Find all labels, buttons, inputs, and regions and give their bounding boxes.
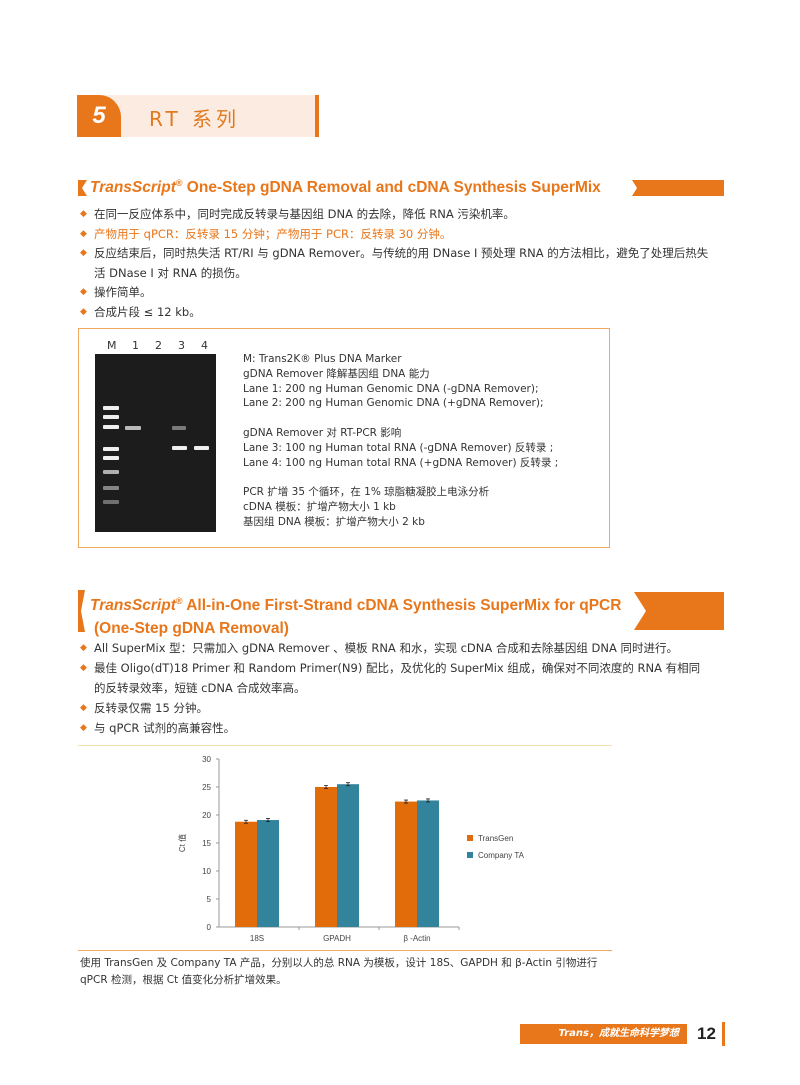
error-bar bbox=[404, 799, 408, 804]
product1-title: TransScript® One-Step gDNA Removal and c… bbox=[90, 178, 601, 197]
legend-line: PCR 扩增 35 个循环，在 1% 琼脂糖凝胶上电泳分析 bbox=[243, 486, 490, 499]
product2-features: All SuperMix 型：只需加入 gDNA Remover 、模板 RNA… bbox=[80, 638, 710, 738]
title-rest: All-in-One First-Strand cDNA Synthesis S… bbox=[182, 597, 622, 615]
error-bar bbox=[324, 785, 328, 789]
title-brand: TransScript bbox=[90, 597, 176, 615]
legend-swatch bbox=[467, 852, 473, 858]
legend-line: Lane 4: 100 ng Human total RNA (+gDNA Re… bbox=[243, 456, 559, 469]
feature-item: All SuperMix 型：只需加入 gDNA Remover 、模板 RNA… bbox=[80, 638, 710, 658]
gel-legend: M: Trans2K® Plus DNA Marker gDNA Remover … bbox=[243, 352, 558, 530]
sample-band bbox=[172, 426, 186, 430]
marker-band bbox=[103, 447, 119, 451]
feature-item: 反应结束后，同时热失活 RT/RI 与 gDNA Remover。与传统的用 D… bbox=[80, 244, 710, 283]
lane-label: M bbox=[107, 339, 117, 352]
x-tick-label: β -Actin bbox=[403, 934, 430, 943]
bar-transgen bbox=[315, 787, 337, 927]
y-tick-label: 0 bbox=[207, 923, 212, 932]
reg-mark: ® bbox=[175, 178, 183, 188]
y-tick-label: 5 bbox=[207, 895, 212, 904]
lane-label: 2 bbox=[155, 339, 162, 352]
feature-item: 产物用于 qPCR：反转录 15 分钟；产物用于 PCR：反转录 30 分钟。 bbox=[80, 225, 710, 245]
marker-band bbox=[103, 470, 119, 474]
legend-line: cDNA 模板：扩增产物大小 1 kb bbox=[243, 500, 396, 513]
marker-band bbox=[103, 406, 119, 410]
marker-band bbox=[103, 486, 119, 490]
x-tick-label: GPADH bbox=[323, 934, 351, 943]
x-tick-label: 18S bbox=[250, 934, 264, 943]
page-number: 12 bbox=[697, 1024, 716, 1043]
legend-line: Lane 2: 200 ng Human Genomic DNA (+gDNA … bbox=[243, 397, 544, 410]
feature-item: 操作简单。 bbox=[80, 283, 710, 303]
legend-line: Lane 1: 200 ng Human Genomic DNA (-gDNA … bbox=[243, 382, 539, 395]
lane-label: 3 bbox=[178, 339, 185, 352]
lane-label: 1 bbox=[132, 339, 139, 352]
title-bracket-icon bbox=[78, 180, 87, 196]
page-bar bbox=[722, 1022, 725, 1046]
title-arrow-bar bbox=[634, 592, 724, 630]
feature-item: 最佳 Oligo(dT)18 Primer 和 Random Primer(N9… bbox=[80, 658, 710, 698]
legend-line: gDNA Remover 降解基因组 DNA 能力 bbox=[243, 367, 430, 380]
marker-band bbox=[103, 456, 119, 460]
footer-slogan: Trans，成就生命科学梦想 bbox=[520, 1024, 687, 1044]
section-bar bbox=[315, 95, 319, 137]
sample-band bbox=[125, 426, 141, 430]
bar-company-ta bbox=[337, 784, 359, 927]
gel-figure-box bbox=[78, 328, 610, 548]
title-bracket-icon bbox=[78, 590, 85, 632]
sample-band bbox=[194, 446, 209, 450]
marker-band bbox=[103, 415, 119, 419]
legend-line: M: Trans2K® Plus DNA Marker bbox=[243, 353, 402, 365]
gel-image bbox=[95, 354, 216, 532]
chart-box bbox=[78, 745, 612, 951]
chart-caption: 使用 TransGen 及 Company TA 产品，分别以人的总 RNA 为… bbox=[80, 957, 598, 986]
legend-label: TransGen bbox=[478, 834, 513, 843]
section-header: 5 RT 系列 bbox=[77, 95, 319, 137]
y-tick-label: 10 bbox=[202, 867, 211, 876]
error-bar bbox=[244, 819, 248, 824]
title-arrow-bar bbox=[632, 180, 724, 196]
bar-company-ta bbox=[417, 800, 439, 927]
title-rest: One-Step gDNA Removal and cDNA Synthesis… bbox=[182, 179, 601, 197]
feature-item: 在同一反应体系中，同时完成反转录与基因组 DNA 的去除，降低 RNA 污染机率… bbox=[80, 205, 710, 225]
marker-band bbox=[103, 500, 119, 504]
bar-transgen bbox=[235, 821, 257, 927]
reg-mark: ® bbox=[175, 596, 183, 606]
feature-item: 合成片段 ≤ 12 kb。 bbox=[80, 303, 710, 323]
sample-band bbox=[172, 446, 187, 450]
section-title: RT 系列 bbox=[149, 107, 241, 131]
feature-item: 与 qPCR 试剂的高兼容性。 bbox=[80, 718, 710, 738]
error-bar bbox=[426, 798, 430, 803]
title-line2: (One-Step gDNA Removal) bbox=[94, 620, 289, 638]
bar-transgen bbox=[395, 801, 417, 927]
product1-features: 在同一反应体系中，同时完成反转录与基因组 DNA 的去除，降低 RNA 污染机率… bbox=[80, 205, 710, 322]
section-number: 5 bbox=[77, 95, 121, 137]
y-tick-label: 25 bbox=[202, 783, 211, 792]
y-tick-label: 15 bbox=[202, 839, 211, 848]
title-brand: TransScript bbox=[90, 179, 176, 197]
legend-label: Company TA bbox=[478, 851, 525, 860]
product2-title: TransScript® All-in-One First-Strand cDN… bbox=[90, 590, 621, 640]
y-axis-label: Ct 值 bbox=[177, 834, 187, 852]
legend-line: Lane 3: 100 ng Human total RNA (-gDNA Re… bbox=[243, 441, 554, 454]
legend-line: 基因组 DNA 模板：扩增产物大小 2 kb bbox=[243, 515, 425, 528]
lane-label: 4 bbox=[201, 339, 208, 352]
error-bar bbox=[346, 782, 350, 787]
marker-band bbox=[103, 425, 119, 429]
y-tick-label: 20 bbox=[202, 811, 211, 820]
legend-line: gDNA Remover 对 RT-PCR 影响 bbox=[243, 426, 402, 439]
feature-item: 反转录仅需 15 分钟。 bbox=[80, 698, 710, 718]
y-tick-label: 30 bbox=[202, 755, 211, 764]
legend-swatch bbox=[467, 835, 473, 841]
bar-company-ta bbox=[257, 820, 279, 927]
error-bar bbox=[266, 818, 270, 822]
